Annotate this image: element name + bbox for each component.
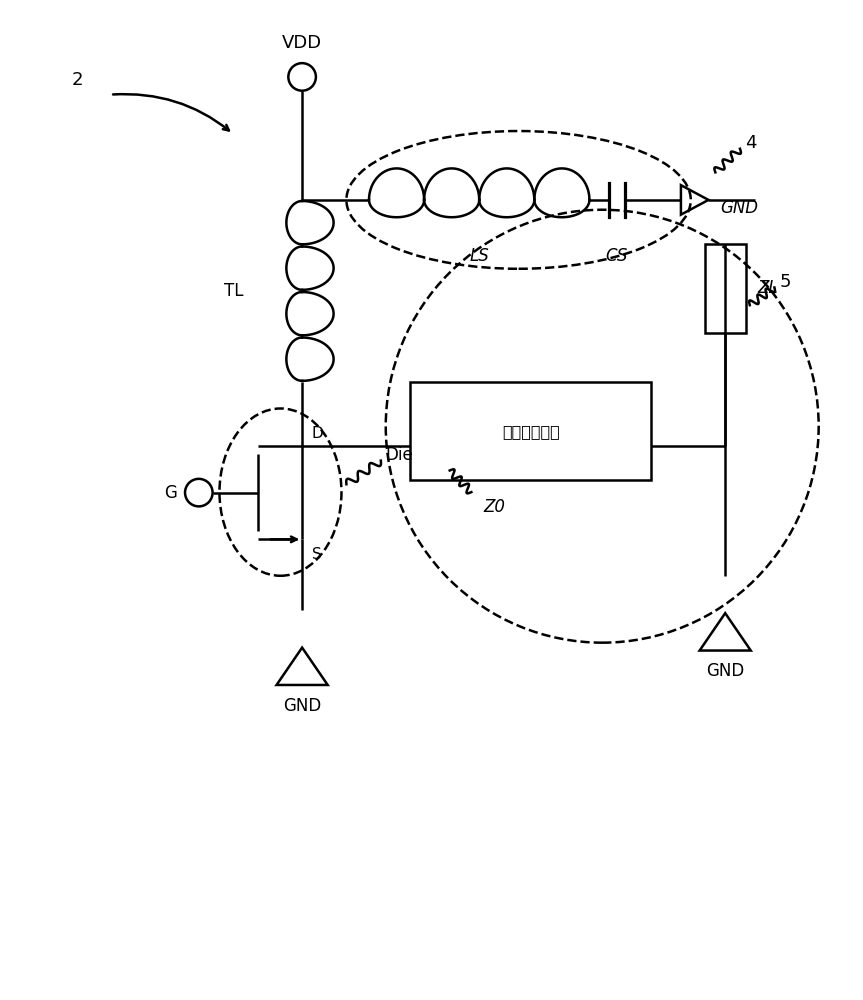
Text: 5: 5 — [779, 273, 791, 291]
Text: VDD: VDD — [282, 34, 322, 52]
Text: LS: LS — [469, 247, 489, 265]
Text: TL: TL — [224, 282, 243, 300]
Text: Die: Die — [386, 446, 413, 464]
Bar — [410, 382, 652, 480]
Text: Z0: Z0 — [483, 498, 505, 516]
Text: GND: GND — [283, 697, 321, 715]
Text: GND: GND — [721, 199, 759, 217]
Text: 2: 2 — [72, 71, 84, 89]
Text: GND: GND — [706, 662, 744, 680]
Text: CS: CS — [606, 247, 628, 265]
Text: 输出匹配网络: 输出匹配网络 — [502, 424, 560, 439]
Text: D: D — [312, 426, 324, 441]
Text: ZL: ZL — [758, 279, 778, 297]
Text: S: S — [312, 547, 322, 562]
Text: 4: 4 — [745, 134, 756, 152]
Text: G: G — [164, 484, 177, 502]
Bar — [704, 244, 746, 333]
